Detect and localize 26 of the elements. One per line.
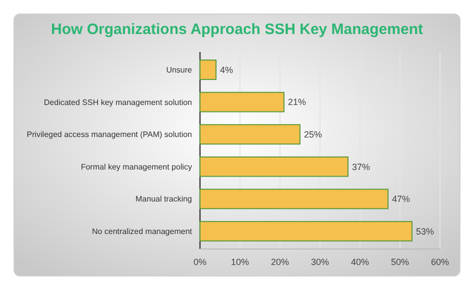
data-label: 21% bbox=[288, 97, 306, 108]
x-tick-label: 30% bbox=[310, 257, 330, 267]
data-label: 25% bbox=[304, 130, 322, 140]
bar bbox=[200, 124, 300, 145]
x-tick-label: 10% bbox=[230, 257, 250, 267]
y-tick-label: Dedicated SSH key management solution bbox=[44, 98, 192, 107]
y-tick-label: Manual tracking bbox=[136, 194, 192, 204]
bar bbox=[200, 60, 216, 80]
x-tick-label: 20% bbox=[270, 257, 290, 267]
bar bbox=[200, 188, 388, 210]
bar bbox=[200, 156, 348, 177]
bar bbox=[200, 92, 284, 112]
y-tick-label: Formal key management policy bbox=[80, 162, 192, 172]
y-tick-label: Privileged access management (PAM) solution bbox=[26, 130, 192, 140]
x-tick-label: 40% bbox=[350, 257, 370, 267]
data-label: 4% bbox=[220, 64, 234, 75]
x-tick-label: 50% bbox=[390, 257, 410, 267]
data-label: 53% bbox=[416, 226, 434, 236]
chart-title: How Organizations Approach SSH Key Management bbox=[50, 21, 424, 38]
y-tick-label: Unsure bbox=[166, 66, 193, 75]
y-tick-label: No centralized management bbox=[92, 227, 193, 236]
x-tick-label: 60% bbox=[430, 257, 450, 267]
data-label: 37% bbox=[352, 162, 370, 172]
x-tick-label: 0% bbox=[193, 257, 207, 267]
bar bbox=[200, 221, 412, 242]
data-label: 47% bbox=[392, 194, 410, 204]
